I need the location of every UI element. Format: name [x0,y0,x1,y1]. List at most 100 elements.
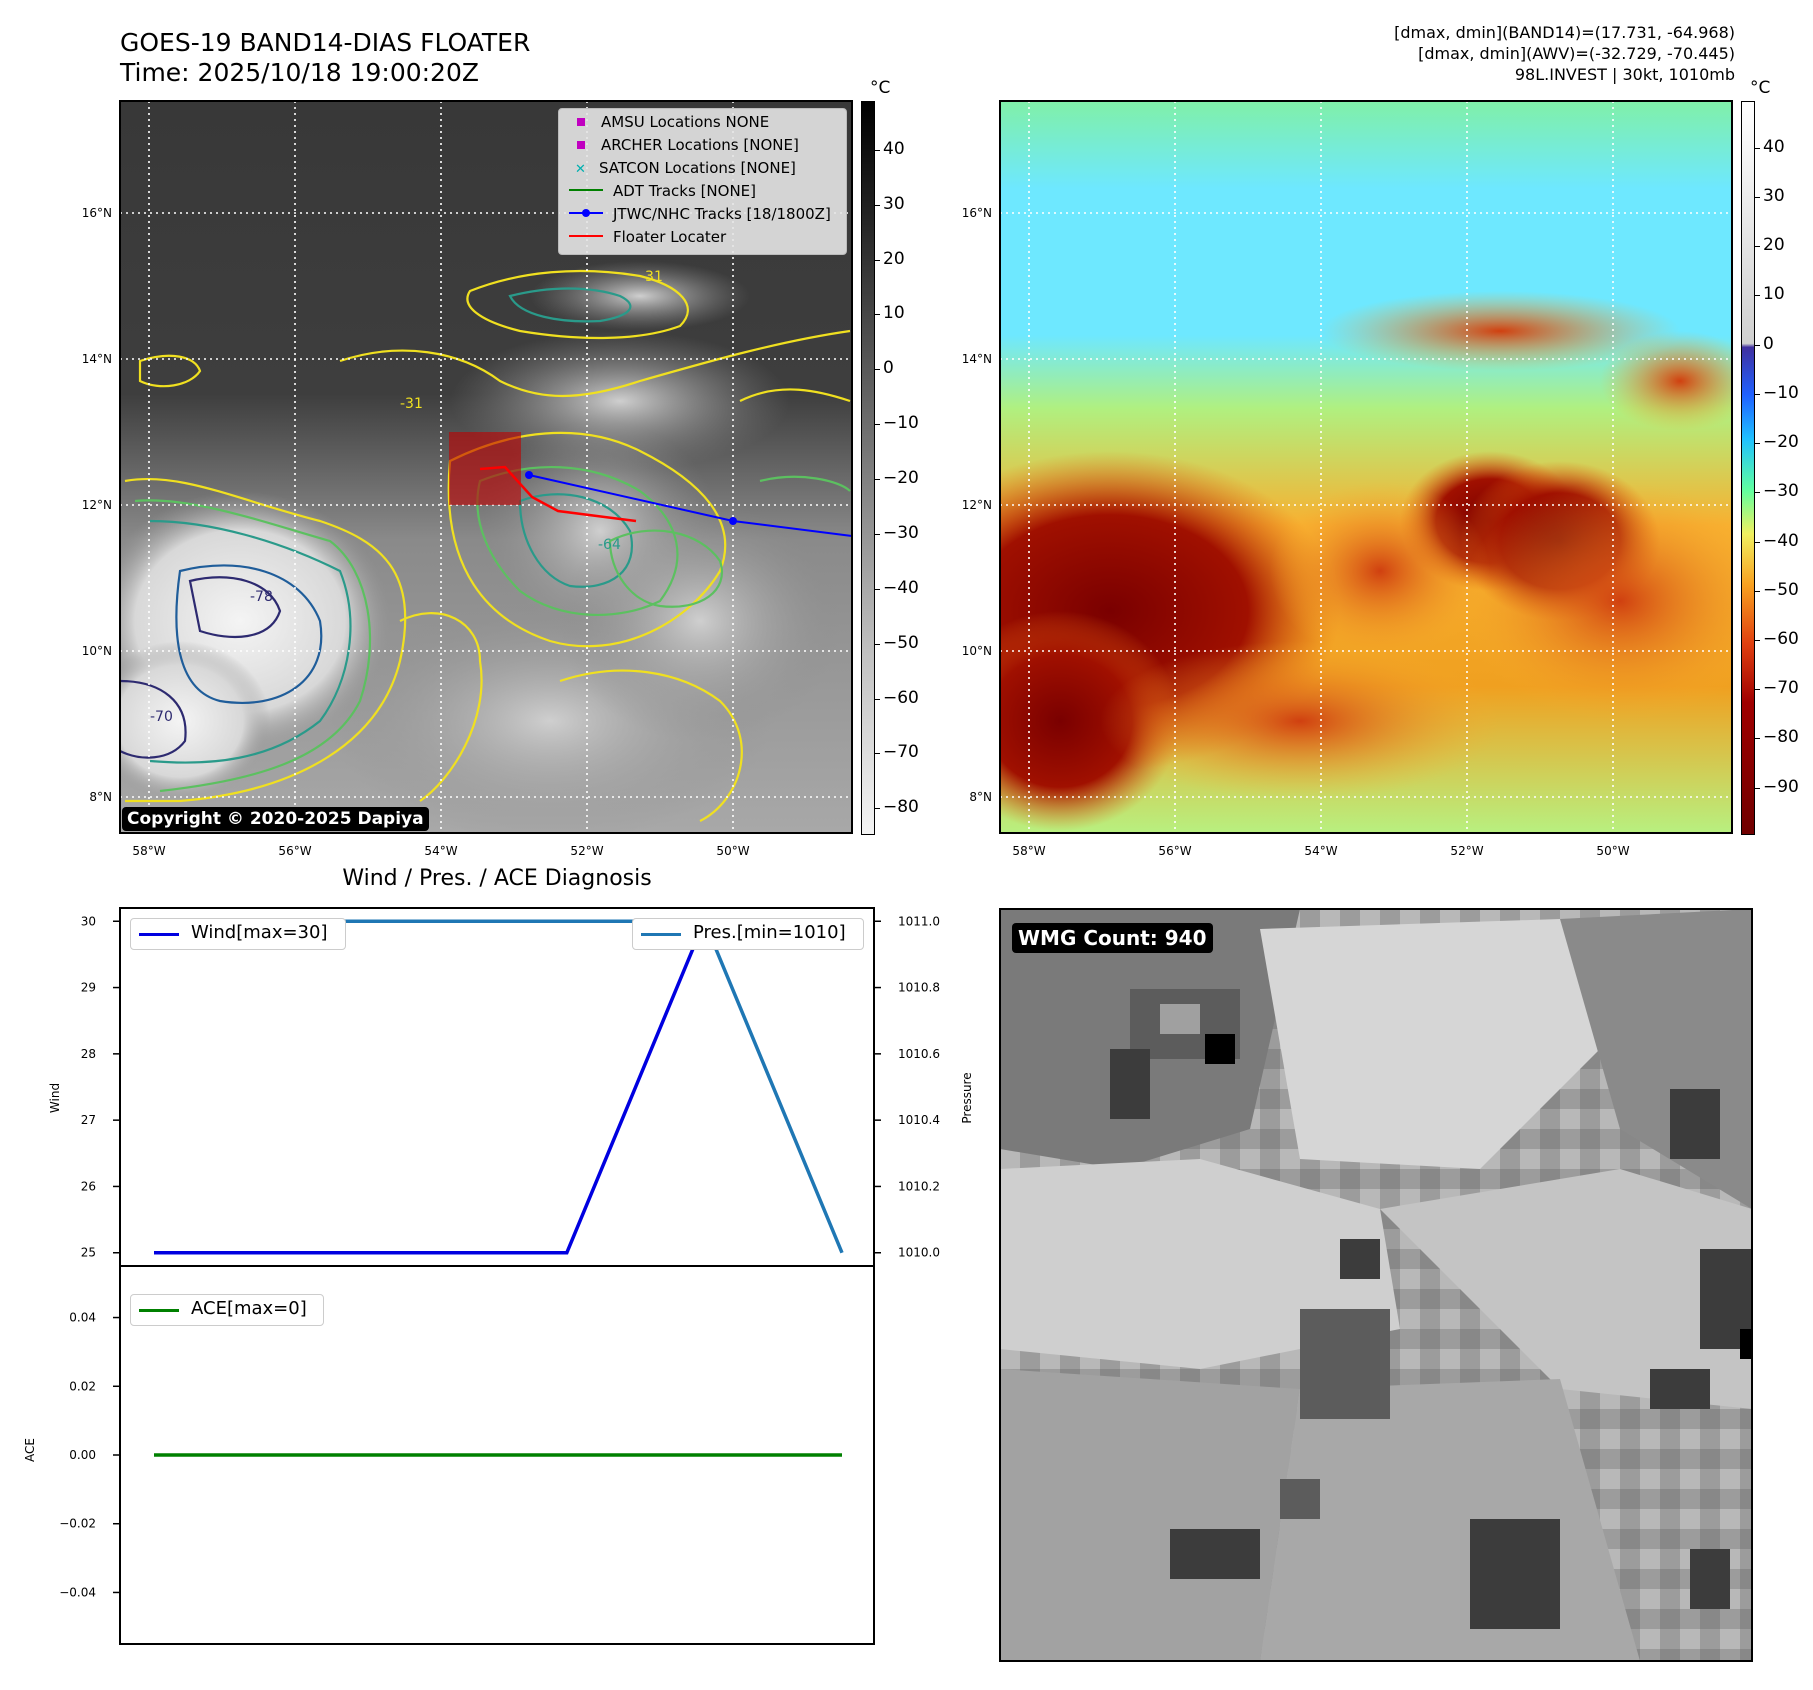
wind-pres-axes [119,907,875,1267]
legend-item-floater: Floater Locater [569,228,726,246]
colorbar-tick [1755,443,1760,445]
colorbar-tick [1755,640,1760,642]
colorbar-tick-label: 0 [1763,333,1774,354]
colorbar-tick-label: −50 [883,632,919,653]
colorbar-tick [1755,147,1760,149]
ir-map-frame [119,100,853,834]
lat-tick-label: 10°N [961,644,992,658]
ir-colorbar [861,101,875,835]
colorbar-tick [1755,196,1760,198]
lon-tick-label: 56°W [278,844,312,858]
line-dot-marker-icon [569,209,603,217]
jtwc-point [525,471,533,479]
colorbar-tick-label: −50 [1763,579,1799,600]
colorbar-tick-label: −80 [883,797,919,818]
diagnosis-chart: Wind Pressure ACE 30 29 28 27 26 25 1011.0 1010… [23,907,974,1645]
colorbar-tick-label: 40 [883,138,905,159]
y-tick-label: 27 [81,1113,96,1127]
copyright-badge: Copyright © 2020-2025 Dapiya [122,807,429,831]
colorbar-tick-label: 10 [883,303,905,324]
legend-item-jtwc: JTWC/NHC Tracks [18/1800Z] [569,205,831,223]
colorbar-tick-label: −70 [1763,678,1799,699]
info-band14: [dmax, dmin](BAND14)=(17.731, -64.968) [1394,23,1735,42]
colorbar-tick-label: 30 [883,193,905,214]
contour-label: -31 [400,396,423,412]
wmg-count-badge: WMG Count: 940 [1012,923,1213,953]
y-tick-label: −0.02 [59,1517,96,1531]
colorbar-tick [1755,787,1760,789]
awv-map [1000,101,1732,833]
awv-map-frame [999,100,1733,834]
line-marker-icon [139,933,179,936]
wmg-panel-frame [999,908,1753,1662]
y2-tick-label: 1010.2 [898,1179,940,1193]
colorbar-tick [875,369,880,371]
colorbar-tick [1755,590,1760,592]
colorbar-tick-label: −20 [883,468,919,489]
colorbar-tick [1755,344,1760,346]
colorbar-tick [875,479,880,481]
colorbar-tick-label: −60 [1763,629,1799,650]
info-storm: 98L.INVEST | 30kt, 1010mb [1514,65,1735,84]
contour-label: -70 [150,709,173,725]
colorbar-tick-label: 40 [1763,136,1785,157]
colorbar-tick [875,698,880,700]
colorbar-tick-label: −10 [1763,382,1799,403]
colorbar-tick-label: −30 [883,522,919,543]
colorbar-tick [875,753,880,755]
x-marker-icon: ✕ [575,162,586,177]
lon-tick-label: 52°W [1450,844,1484,858]
colorbar-tick-label: −40 [1763,530,1799,551]
y-tick-label: 28 [81,1047,96,1061]
wind-legend: Wind[max=30] [130,918,346,950]
awv-colorbar-unit: °C [1750,78,1771,98]
colorbar-tick [875,588,880,590]
y-tick-label: 0.04 [69,1311,96,1325]
colorbar-tick-label: 10 [1763,284,1785,305]
colorbar-tick [875,149,880,151]
lon-tick-label: 50°W [1596,844,1630,858]
y2-tick-label: 1010.4 [898,1113,940,1127]
line-marker-icon [139,1309,179,1312]
colorbar-tick [875,808,880,810]
colorbar-tick [1755,541,1760,543]
y2-tick-label: 1011.0 [898,914,940,928]
colorbar-tick-label: −90 [1763,776,1799,797]
lat-tick-label: 16°N [81,206,112,220]
colorbar-tick-label: −20 [1763,432,1799,453]
colorbar-tick-label: 30 [1763,185,1785,206]
colorbar-tick-label: 0 [883,358,894,379]
colorbar-tick [1755,295,1760,297]
colorbar-tick-label: −70 [883,742,919,763]
colorbar-tick [1755,738,1760,740]
lat-tick-label: 8°N [89,790,112,804]
lon-tick-label: 54°W [1304,844,1338,858]
y2-tick-label: 1010.6 [898,1047,940,1061]
y-tick-label: 0.00 [69,1448,96,1462]
lon-tick-label: 58°W [1012,844,1046,858]
lon-tick-label: 58°W [132,844,166,858]
track-legend: AMSU Locations NONE ARCHER Locations [NO… [558,108,847,255]
contour-label: -31 [640,269,663,285]
legend-item-archer: ARCHER Locations [NONE] [569,136,799,154]
y-tick-label: 0.02 [69,1379,96,1393]
lat-tick-label: 12°N [961,498,992,512]
colorbar-tick-label: 20 [883,248,905,269]
lat-tick-label: 8°N [969,790,992,804]
colorbar-tick-label: −60 [883,687,919,708]
colorbar-tick [1755,689,1760,691]
floater-track [479,465,637,523]
lat-tick-label: 14°N [81,352,112,366]
colorbar-tick [1755,246,1760,248]
colorbar-tick [875,204,880,206]
figure-title: GOES-19 BAND14-DIAS FLOATER [120,28,531,57]
colorbar-tick [1755,492,1760,494]
legend-item-satcon: ✕ SATCON Locations [NONE] [575,159,796,177]
awv-map-image [1000,101,1732,833]
colorbar-tick [875,424,880,426]
jtwc-point [729,517,737,525]
line-marker-icon [641,933,681,936]
ace-axis-label: ACE [23,1438,37,1462]
wmg-image [1000,909,1752,1661]
legend-item-amsu: AMSU Locations NONE [569,113,769,131]
